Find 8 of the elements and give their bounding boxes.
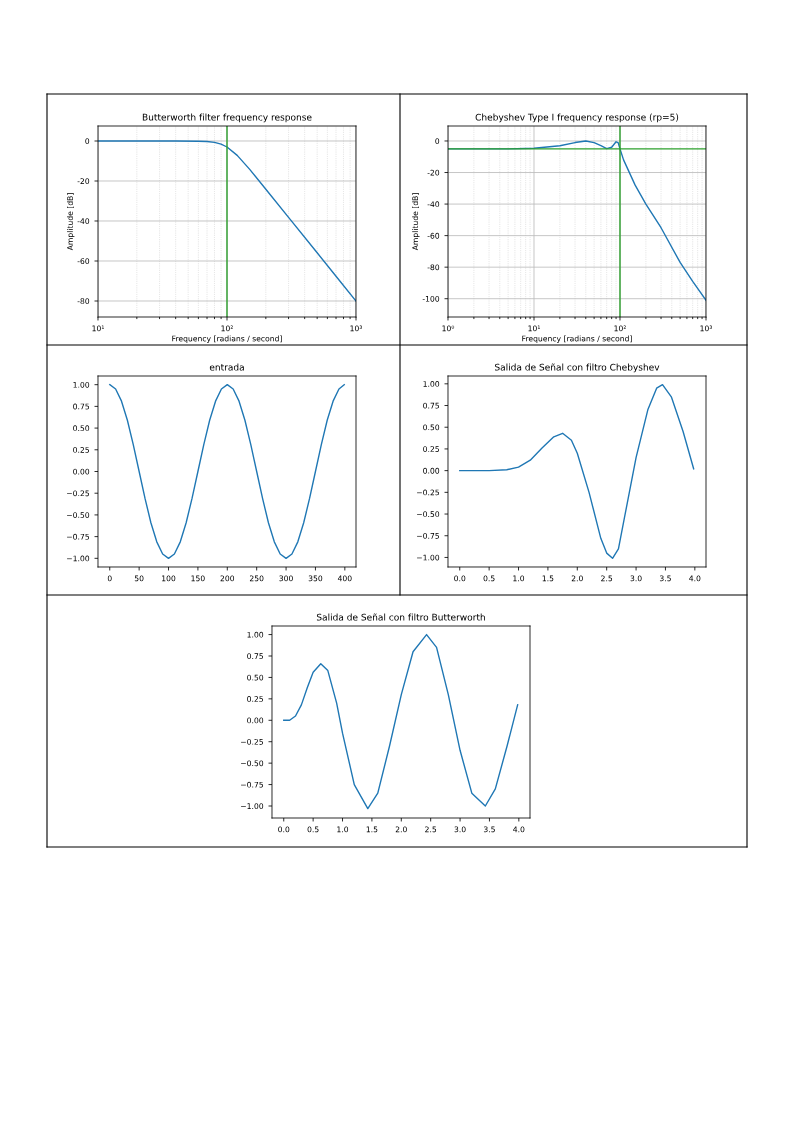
chart-title: Chebyshev Type I frequency response (rp=5) (475, 113, 679, 123)
line-series (459, 383, 695, 560)
line-series (283, 633, 519, 810)
chart-title: Butterworth filter frequency response (142, 113, 312, 123)
line-series (109, 383, 345, 560)
chart-title: entrada (209, 363, 244, 371)
chart-title: Salida de Señal con filtro Butterworth (316, 613, 485, 621)
chart-title: Salida de Señal con filtro Chebyshev (495, 363, 660, 373)
